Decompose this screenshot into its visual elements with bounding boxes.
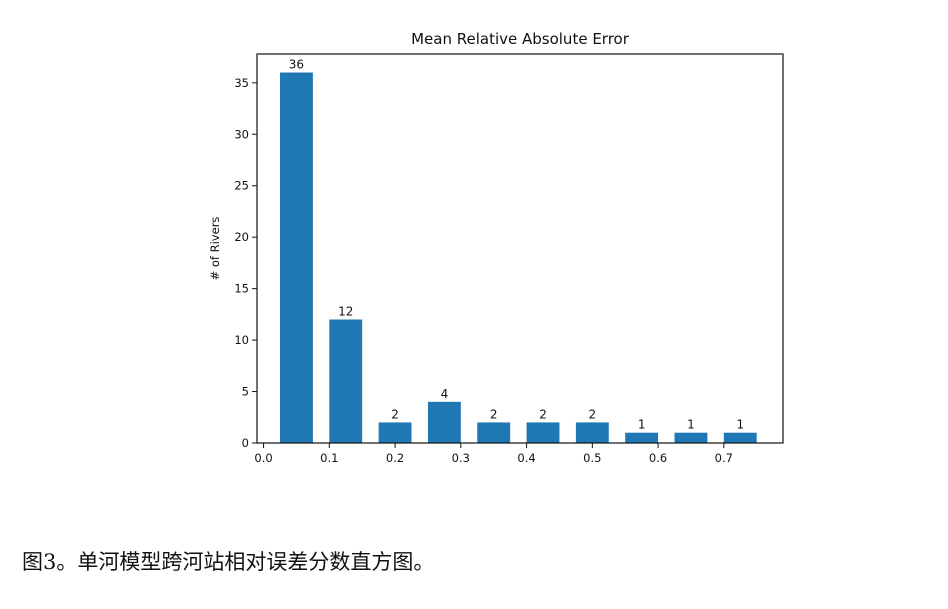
data-label-3: 2 bbox=[391, 407, 399, 421]
x-tick-label: 0.2 bbox=[386, 451, 404, 465]
data-label-9: 1 bbox=[687, 418, 695, 432]
x-tick-label: 0.4 bbox=[517, 451, 535, 465]
data-label-1: 36 bbox=[289, 58, 304, 72]
y-tick-label: 35 bbox=[234, 76, 249, 90]
data-label-4: 4 bbox=[441, 387, 449, 401]
data-label-8: 1 bbox=[638, 418, 646, 432]
x-tick-label: 0.0 bbox=[254, 451, 272, 465]
axis-ticks-layer: 0.0 0.1 0.2 0.3 0.4 0.5 0.6 0.7 0 5 10 15 20 25 30 35 bbox=[234, 76, 733, 465]
bar-5 bbox=[477, 422, 511, 443]
y-tick-label: 15 bbox=[234, 282, 249, 296]
data-label-2: 12 bbox=[338, 305, 353, 319]
y-tick-label: 0 bbox=[242, 436, 249, 450]
figure-caption: 图3。单河模型跨河站相对误差分数直方图。 bbox=[22, 550, 435, 574]
y-tick-label: 20 bbox=[234, 230, 249, 244]
bar-9 bbox=[674, 432, 708, 443]
bar-4 bbox=[427, 401, 461, 443]
x-tick-label: 0.3 bbox=[452, 451, 470, 465]
bar-6 bbox=[526, 422, 560, 443]
data-label-7: 2 bbox=[589, 407, 597, 421]
bar-1 bbox=[280, 72, 313, 444]
data-label-6: 2 bbox=[539, 407, 547, 421]
bar-8 bbox=[625, 432, 659, 443]
bars-layer bbox=[280, 72, 757, 444]
y-axis-label: # of Rivers bbox=[208, 217, 222, 281]
bar-2 bbox=[329, 319, 363, 443]
bar-10 bbox=[723, 432, 757, 443]
x-tick-label: 0.7 bbox=[715, 451, 733, 465]
chart-title: Mean Relative Absolute Error bbox=[411, 30, 630, 48]
y-tick-label: 10 bbox=[234, 333, 249, 347]
x-tick-label: 0.1 bbox=[320, 451, 338, 465]
bar-7 bbox=[575, 422, 609, 443]
y-tick-label: 5 bbox=[242, 385, 249, 399]
data-label-10: 1 bbox=[736, 418, 744, 432]
x-tick-label: 0.6 bbox=[649, 451, 667, 465]
data-labels-layer: 36 12 2 4 2 2 2 1 1 1 bbox=[289, 58, 744, 432]
x-tick-label: 0.5 bbox=[583, 451, 601, 465]
y-tick-label: 25 bbox=[234, 179, 249, 193]
bar-3 bbox=[378, 422, 412, 443]
plot-frame bbox=[256, 53, 784, 444]
y-tick-label: 30 bbox=[234, 127, 249, 141]
data-label-5: 2 bbox=[490, 407, 498, 421]
